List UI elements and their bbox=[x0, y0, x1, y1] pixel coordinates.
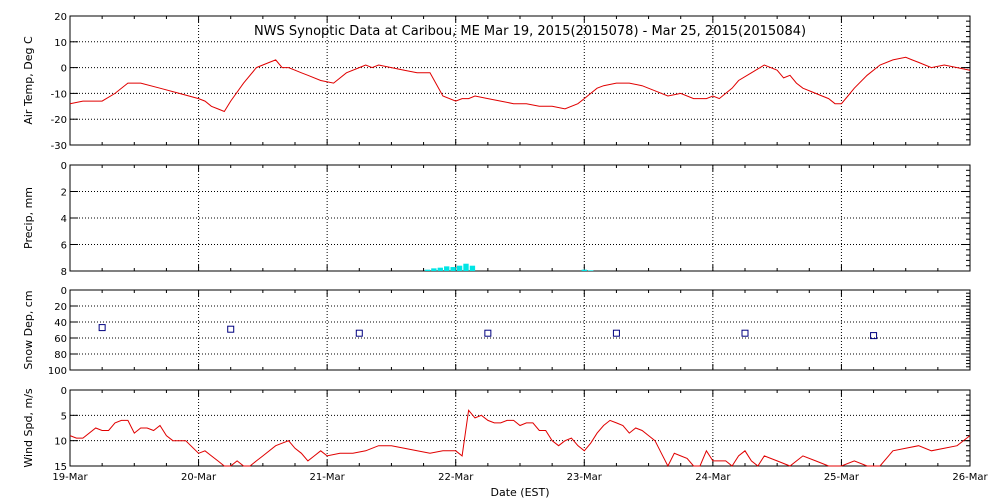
panel-1: 20 10 0 -10 -20 -30 Air Temp, Deg C bbox=[22, 12, 971, 152]
y-tick-label: 0 bbox=[61, 64, 67, 75]
snow-depth-point bbox=[355, 329, 363, 337]
x-tick-label: 22-Mar bbox=[438, 472, 474, 483]
y-tick-label: 2 bbox=[61, 188, 67, 199]
precip-bar bbox=[463, 263, 469, 271]
y-tick-label: 10 bbox=[54, 437, 67, 448]
x-tick-label: 19-Mar bbox=[52, 472, 88, 483]
y-tick-label: 80 bbox=[54, 350, 67, 361]
y-axis-label: Precip, mm bbox=[22, 187, 35, 249]
x-tick-label: 25-Mar bbox=[824, 472, 860, 483]
x-tick-label: 23-Mar bbox=[567, 472, 603, 483]
snow-depth-point bbox=[227, 325, 235, 333]
precip-bar bbox=[588, 270, 594, 271]
snow-depth-point bbox=[870, 332, 878, 340]
y-tick-label: 0 bbox=[61, 386, 67, 397]
precip-bar bbox=[456, 265, 463, 271]
y-axis-label: Air Temp, Deg C bbox=[22, 36, 35, 125]
y-tick-label: -10 bbox=[51, 89, 67, 100]
temperature-series-line bbox=[69, 56, 971, 113]
y-tick-label: -30 bbox=[51, 141, 67, 152]
y-tick-label: 10 bbox=[54, 38, 67, 49]
panel-3: 0 20 40 60 80 100 Snow Dep, cm bbox=[22, 286, 971, 377]
y-tick-label: 100 bbox=[48, 366, 67, 377]
snow-depth-point bbox=[741, 329, 749, 337]
precip-bar bbox=[444, 266, 450, 271]
panel-frame bbox=[69, 389, 971, 467]
x-axis-label: Date (EST) bbox=[490, 486, 549, 499]
precip-bar bbox=[437, 267, 443, 271]
precip-bar bbox=[469, 265, 476, 271]
y-tick-label: 0 bbox=[61, 161, 67, 172]
panel-frame bbox=[69, 289, 971, 371]
y-axis-label: Wind Spd, m/s bbox=[22, 388, 35, 468]
panel-frame bbox=[69, 164, 971, 272]
precip-bar bbox=[424, 269, 431, 271]
y-tick-label: 4 bbox=[61, 214, 67, 225]
precip-bar bbox=[450, 267, 456, 271]
y-tick-label: 20 bbox=[54, 12, 67, 23]
y-tick-label: 0 bbox=[61, 286, 67, 297]
chart-title: NWS Synoptic Data at Caribou, ME Mar 19,… bbox=[254, 24, 806, 39]
snow-depth-point bbox=[612, 329, 620, 337]
x-axis-tick-labels: 19-Mar 20-Mar 21-Mar 22-Mar 23-Mar 24-Mar 25-M… bbox=[52, 472, 988, 483]
y-tick-label: 8 bbox=[61, 267, 67, 278]
snow-depth-point bbox=[484, 329, 492, 337]
y-tick-label: 5 bbox=[61, 411, 67, 422]
x-tick-label: 26-Mar bbox=[952, 472, 988, 483]
y-tick-label: 20 bbox=[54, 302, 67, 313]
y-tick-label: 60 bbox=[54, 334, 67, 345]
y-tick-label: 6 bbox=[61, 241, 67, 252]
x-tick-label: 20-Mar bbox=[181, 472, 217, 483]
precip-bar bbox=[581, 269, 587, 271]
y-tick-label: -20 bbox=[51, 115, 67, 126]
panel-frame bbox=[69, 15, 971, 146]
x-tick-label: 21-Mar bbox=[310, 472, 346, 483]
precip-bar bbox=[431, 268, 437, 271]
x-tick-label: 24-Mar bbox=[695, 472, 731, 483]
y-tick-label: 15 bbox=[54, 462, 67, 473]
panel-4: 0 5 10 15 Wind Spd, m/s bbox=[22, 386, 971, 473]
panel-2: 0 2 4 6 8 Precip, mm bbox=[22, 161, 971, 278]
wind-series-line bbox=[69, 409, 971, 468]
y-axis-label: Snow Dep, cm bbox=[22, 290, 35, 369]
snow-depth-point bbox=[98, 324, 106, 332]
y-tick-label: 40 bbox=[54, 318, 67, 329]
